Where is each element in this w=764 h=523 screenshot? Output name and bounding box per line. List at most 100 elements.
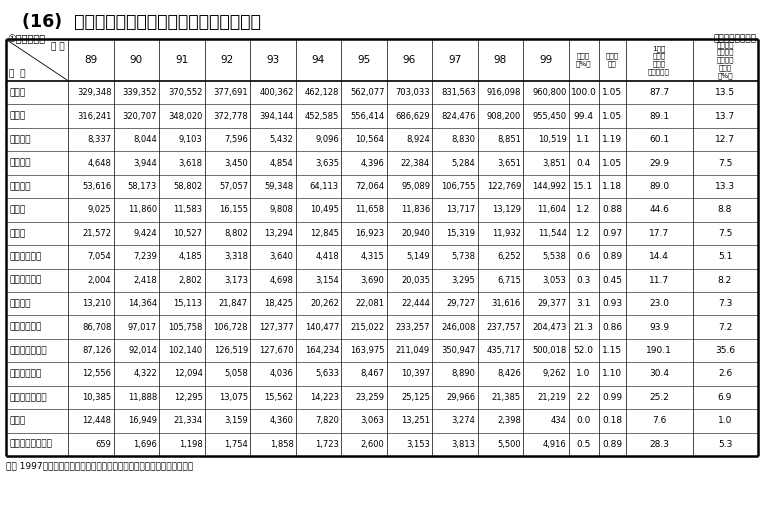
Text: 10,495: 10,495 — [310, 206, 339, 214]
Text: 29,966: 29,966 — [446, 393, 475, 402]
Text: 1.0: 1.0 — [718, 416, 732, 425]
Text: 831,563: 831,563 — [441, 88, 475, 97]
Text: 13,294: 13,294 — [264, 229, 293, 238]
Text: 8,337: 8,337 — [87, 135, 112, 144]
Text: 17.7: 17.7 — [649, 229, 669, 238]
Text: 10,397: 10,397 — [401, 369, 430, 379]
Text: 25,125: 25,125 — [401, 393, 430, 402]
Text: 99: 99 — [539, 55, 552, 65]
Text: 1.18: 1.18 — [602, 182, 622, 191]
Text: 58,802: 58,802 — [173, 182, 202, 191]
Text: 13.7: 13.7 — [715, 111, 735, 121]
Text: 4,418: 4,418 — [316, 252, 339, 262]
Text: 3,153: 3,153 — [406, 440, 430, 449]
Text: 31,616: 31,616 — [492, 299, 521, 308]
Text: 5.1: 5.1 — [718, 252, 732, 262]
Text: 3,318: 3,318 — [224, 252, 248, 262]
Text: 8,851: 8,851 — [497, 135, 521, 144]
Text: 122,769: 122,769 — [487, 182, 521, 191]
Text: 2,418: 2,418 — [133, 276, 157, 285]
Text: 400,362: 400,362 — [259, 88, 293, 97]
Text: 57,057: 57,057 — [219, 182, 248, 191]
Text: 2,802: 2,802 — [179, 276, 202, 285]
Text: 3,813: 3,813 — [452, 440, 475, 449]
Text: 0.18: 0.18 — [602, 416, 622, 425]
Text: 35.6: 35.6 — [715, 346, 735, 355]
Text: 1.05: 1.05 — [602, 88, 622, 97]
Text: 89.0: 89.0 — [649, 182, 669, 191]
Text: 0.86: 0.86 — [602, 323, 622, 332]
Text: 全産業: 全産業 — [9, 88, 25, 97]
Text: 9,808: 9,808 — [270, 206, 293, 214]
Text: 1.0: 1.0 — [576, 369, 591, 379]
Text: 21,572: 21,572 — [83, 229, 112, 238]
Text: 3,851: 3,851 — [542, 158, 566, 167]
Text: 30.4: 30.4 — [649, 369, 669, 379]
Text: 12,556: 12,556 — [83, 369, 112, 379]
Text: 4,916: 4,916 — [542, 440, 566, 449]
Text: 12,448: 12,448 — [83, 416, 112, 425]
Text: 1,858: 1,858 — [270, 440, 293, 449]
Text: 126,519: 126,519 — [214, 346, 248, 355]
Text: 28.3: 28.3 — [649, 440, 669, 449]
Text: 462,128: 462,128 — [305, 88, 339, 97]
Text: 22,384: 22,384 — [401, 158, 430, 167]
Text: 5,500: 5,500 — [497, 440, 521, 449]
Text: 1,696: 1,696 — [133, 440, 157, 449]
Text: 0.97: 0.97 — [602, 229, 622, 238]
Text: 13,717: 13,717 — [446, 206, 475, 214]
Text: 94: 94 — [312, 55, 325, 65]
Text: 0.88: 0.88 — [602, 206, 622, 214]
Text: 3,651: 3,651 — [497, 158, 521, 167]
Text: 4,854: 4,854 — [270, 158, 293, 167]
Text: 1件当
たりの
受取額
（百万円）: 1件当 たりの 受取額 （百万円） — [648, 45, 670, 75]
Text: 11,888: 11,888 — [128, 393, 157, 402]
Text: 13,075: 13,075 — [219, 393, 248, 402]
Text: 350,947: 350,947 — [441, 346, 475, 355]
Text: 23,259: 23,259 — [355, 393, 384, 402]
Text: 4,396: 4,396 — [361, 158, 384, 167]
Text: 16,923: 16,923 — [355, 229, 384, 238]
Text: 20,262: 20,262 — [310, 299, 339, 308]
Text: 9,262: 9,262 — [542, 369, 566, 379]
Text: 127,670: 127,670 — [259, 346, 293, 355]
Text: 年 度: 年 度 — [51, 42, 65, 51]
Text: 370,552: 370,552 — [168, 88, 202, 97]
Text: 11,860: 11,860 — [128, 206, 157, 214]
Text: 58,173: 58,173 — [128, 182, 157, 191]
Text: 233,257: 233,257 — [396, 323, 430, 332]
Text: 686,629: 686,629 — [396, 111, 430, 121]
Text: 7.3: 7.3 — [718, 299, 732, 308]
Text: 53,616: 53,616 — [83, 182, 112, 191]
Text: 7.5: 7.5 — [718, 229, 732, 238]
Text: 18,425: 18,425 — [264, 299, 293, 308]
Text: 7,596: 7,596 — [224, 135, 248, 144]
Text: 955,450: 955,450 — [533, 111, 566, 121]
Text: 3,274: 3,274 — [452, 416, 475, 425]
Text: 1.19: 1.19 — [602, 135, 622, 144]
Text: 339,352: 339,352 — [122, 88, 157, 97]
Text: その他の製造業: その他の製造業 — [9, 393, 47, 402]
Text: 21,334: 21,334 — [173, 416, 202, 425]
Text: 13,129: 13,129 — [492, 206, 521, 214]
Text: 320,707: 320,707 — [122, 111, 157, 121]
Text: 8,924: 8,924 — [406, 135, 430, 144]
Text: 93: 93 — [266, 55, 280, 65]
Text: 98: 98 — [494, 55, 507, 65]
Text: 5,284: 5,284 — [452, 158, 475, 167]
Text: （単位：百万円）: （単位：百万円） — [714, 34, 757, 43]
Text: 60.1: 60.1 — [649, 135, 669, 144]
Text: 10,527: 10,527 — [173, 229, 202, 238]
Text: 1.10: 1.10 — [602, 369, 622, 379]
Text: 500,018: 500,018 — [533, 346, 566, 355]
Text: 3,640: 3,640 — [270, 252, 293, 262]
Text: 金属製品工業: 金属製品工業 — [9, 276, 41, 285]
Text: 鉄鉰業: 鉄鉰業 — [9, 229, 25, 238]
Text: 7.5: 7.5 — [718, 158, 732, 167]
Text: 16,155: 16,155 — [219, 206, 248, 214]
Text: 3,635: 3,635 — [315, 158, 339, 167]
Text: 8,044: 8,044 — [133, 135, 157, 144]
Text: 0.89: 0.89 — [602, 440, 622, 449]
Text: 22,081: 22,081 — [355, 299, 384, 308]
Text: 8.8: 8.8 — [718, 206, 732, 214]
